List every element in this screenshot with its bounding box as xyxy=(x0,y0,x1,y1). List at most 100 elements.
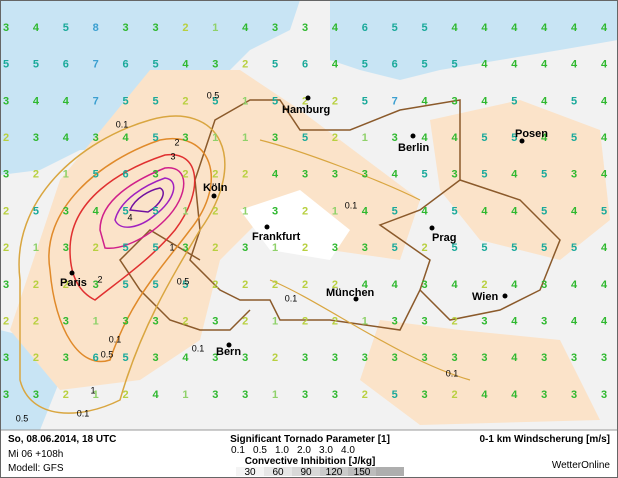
wind-value: 3 xyxy=(182,132,188,144)
contour xyxy=(114,177,175,228)
wind-value: 3 xyxy=(63,242,69,254)
wind-value: 3 xyxy=(152,352,158,364)
city-dot xyxy=(264,224,270,230)
cin-swatch xyxy=(236,467,264,476)
wind-value: 3 xyxy=(3,95,9,107)
wind-value: 3 xyxy=(422,279,428,291)
wind-value: 7 xyxy=(93,59,99,71)
wind-value: 3 xyxy=(272,22,278,34)
wind-value: 4 xyxy=(571,316,578,328)
brand: WetterOnline xyxy=(552,460,611,471)
border xyxy=(189,99,461,331)
wind-value: 3 xyxy=(302,352,308,364)
city-dot xyxy=(211,193,217,199)
wind-value: 4 xyxy=(63,95,70,107)
wind-value: 4 xyxy=(511,22,518,34)
cin-swatch xyxy=(376,467,404,476)
wind-value: 4 xyxy=(63,132,70,144)
city-dot xyxy=(429,225,435,231)
wind-value: 2 xyxy=(182,22,188,34)
wind-value: 5 xyxy=(541,205,547,217)
wind-value: 5 xyxy=(123,205,129,217)
wind-value: 2 xyxy=(33,169,39,181)
wind-value: 1 xyxy=(63,169,69,181)
city-dot xyxy=(519,138,525,144)
wind-value: 2 xyxy=(481,279,487,291)
wind-value: 3 xyxy=(541,316,547,328)
wind-value: 4 xyxy=(511,352,518,364)
wind-value: 3 xyxy=(422,316,428,328)
border xyxy=(419,179,561,321)
wind-value: 3 xyxy=(481,352,487,364)
wind-value: 3 xyxy=(422,389,428,401)
wind-value: 5 xyxy=(392,389,398,401)
wind-value: 3 xyxy=(63,352,69,364)
stp-level: 0.1 xyxy=(231,445,245,456)
wind-value: 3 xyxy=(302,389,308,401)
wind-value: 5 xyxy=(451,59,457,71)
wind-value: 3 xyxy=(362,169,368,181)
contour xyxy=(69,153,196,301)
wind-value: 3 xyxy=(242,352,248,364)
cin-area xyxy=(430,100,610,260)
wind-value: 2 xyxy=(302,242,308,254)
wind-value: 6 xyxy=(63,59,69,71)
wind-value: 4 xyxy=(481,205,488,217)
contour-label: 0.1 xyxy=(446,368,459,378)
wind-value: 2 xyxy=(272,279,278,291)
wind-value: 3 xyxy=(3,169,9,181)
wind-value: 3 xyxy=(182,242,188,254)
wind-value: 5 xyxy=(571,242,577,254)
wind-value: 5 xyxy=(152,59,158,71)
wind-value: 1 xyxy=(272,316,278,328)
wind-value: 3 xyxy=(451,352,457,364)
stp-level: 4.0 xyxy=(341,445,355,456)
wind-value: 3 xyxy=(93,279,99,291)
wind-value: 3 xyxy=(541,352,547,364)
wind-value: 4 xyxy=(511,316,518,328)
wind-value: 6 xyxy=(123,59,129,71)
wind-value: 1 xyxy=(272,242,278,254)
cin-title: Convective Inhibition [J/kg] xyxy=(245,456,376,467)
wind-value: 4 xyxy=(332,22,339,34)
wind-value: 6 xyxy=(123,169,129,181)
contour-label: 2 xyxy=(174,137,179,147)
wind-value: 5 xyxy=(422,22,428,34)
wind-value: 3 xyxy=(212,389,218,401)
wind-value: 5 xyxy=(481,132,487,144)
city-dot xyxy=(69,270,75,276)
wind-value: 8 xyxy=(93,22,99,34)
wind-value: 3 xyxy=(362,242,368,254)
wind-value: 2 xyxy=(451,389,457,401)
city-dot xyxy=(410,133,416,139)
wind-value: 4 xyxy=(332,59,339,71)
wind-value: 4 xyxy=(571,22,578,34)
wind-value: 4 xyxy=(511,389,518,401)
contour-label: 1 xyxy=(90,385,95,395)
sea xyxy=(330,0,618,80)
wind-value: 2 xyxy=(182,95,188,107)
wind-value: 3 xyxy=(3,22,9,34)
wind-value: 3 xyxy=(302,169,308,181)
cin-level: 150 xyxy=(354,467,371,478)
wind-value: 2 xyxy=(332,279,338,291)
wind-value: 4 xyxy=(541,59,548,71)
wind-value: 4 xyxy=(93,205,100,217)
cin-swatch xyxy=(292,467,320,476)
wind-value: 5 xyxy=(571,95,577,107)
wind-value: 3 xyxy=(3,389,9,401)
wind-value: 3 xyxy=(332,389,338,401)
city-dot xyxy=(226,342,232,348)
cin-level: 120 xyxy=(326,467,343,478)
wind-value: 2 xyxy=(3,205,9,217)
wind-value: 4 xyxy=(601,316,608,328)
wind-value: 5 xyxy=(601,205,607,217)
contour-label: 0.5 xyxy=(16,413,29,423)
wind-value: 2 xyxy=(123,389,129,401)
wind-value: 1 xyxy=(272,389,278,401)
wind-value: 6 xyxy=(302,59,308,71)
wind-value: 4 xyxy=(481,389,488,401)
wind-value: 4 xyxy=(511,205,518,217)
date: So, 08.06.2014, 18 UTC xyxy=(8,434,116,445)
wind-value: 4 xyxy=(511,169,518,181)
